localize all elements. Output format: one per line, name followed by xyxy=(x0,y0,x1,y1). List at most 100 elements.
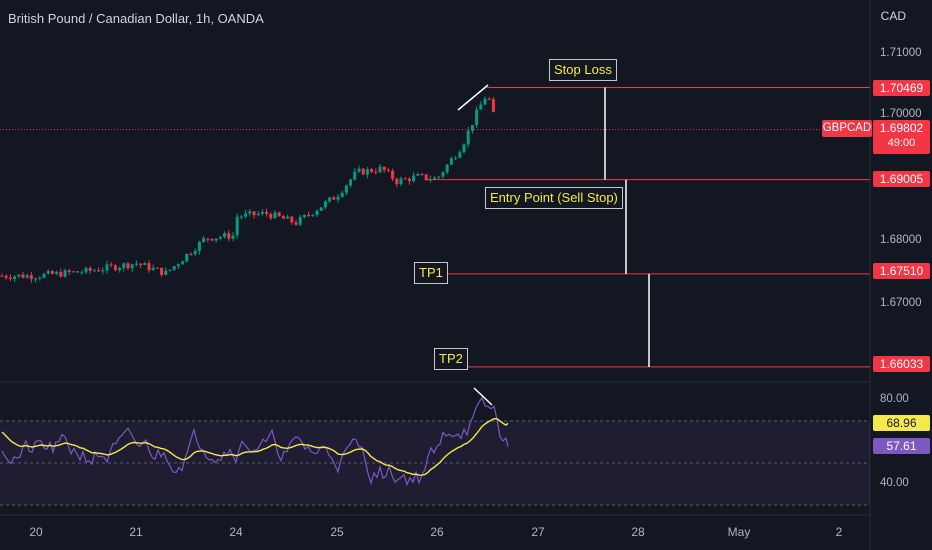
candle-body xyxy=(42,273,46,278)
candle-body xyxy=(164,270,168,275)
candle-body xyxy=(281,216,285,219)
candle-body xyxy=(218,237,222,239)
symbol-tag: GBPCAD xyxy=(822,120,872,137)
candle-body xyxy=(479,104,483,110)
candle-body xyxy=(256,213,260,216)
symbol-title: British Pound / Canadian Dollar, 1h, OAN… xyxy=(8,11,264,26)
candle-body xyxy=(445,164,449,173)
candle-body xyxy=(231,235,235,239)
current-price: 1.69802 xyxy=(879,121,924,135)
candle-body xyxy=(143,263,147,265)
candle-body xyxy=(382,166,386,171)
candle-body xyxy=(424,174,428,180)
rsi-ma-tag: 68.96 xyxy=(873,415,930,431)
candle-body xyxy=(193,251,197,255)
candle-body xyxy=(374,171,378,173)
x-tick-2: 2 xyxy=(835,525,843,539)
candle-body xyxy=(88,267,92,271)
x-tick-20: 20 xyxy=(29,525,43,539)
candle-body xyxy=(458,152,462,158)
candle-body xyxy=(353,171,357,180)
candle-body xyxy=(487,98,491,100)
candle-body xyxy=(483,98,487,105)
stop-loss-price-tag: 1.70469 xyxy=(873,80,930,96)
candle-body xyxy=(101,270,105,272)
candle-body xyxy=(21,274,25,278)
rsi-value-tag: 57.61 xyxy=(873,438,930,454)
candle-body xyxy=(433,177,437,180)
candle-body xyxy=(344,185,348,193)
candle-body xyxy=(25,275,29,278)
candle-body xyxy=(235,216,239,236)
candle-body xyxy=(403,178,407,180)
candle-body xyxy=(323,201,327,208)
candle-body xyxy=(185,253,189,262)
candle-body xyxy=(168,269,172,271)
rsi-tick-40: 40.00 xyxy=(880,477,909,489)
current-price-tag: 1.69802 49:00 xyxy=(873,120,930,154)
x-tick-27: 27 xyxy=(531,525,545,539)
candle-body xyxy=(357,168,361,172)
price-tick-1: 1.71000 xyxy=(880,47,922,59)
entry-point-label[interactable]: Entry Point (Sell Stop) xyxy=(485,187,623,209)
candle-body xyxy=(151,267,155,271)
candle-body xyxy=(13,276,17,279)
tp1-price-tag: 1.67510 xyxy=(873,263,930,279)
candle-body xyxy=(113,265,117,271)
candle-body xyxy=(80,272,84,274)
candle-body xyxy=(315,210,319,215)
candle-body xyxy=(328,197,332,202)
candle-body xyxy=(340,192,344,197)
candle-body xyxy=(391,170,395,179)
candle-body xyxy=(349,179,353,186)
candle-body xyxy=(55,271,59,274)
candle-body xyxy=(273,212,277,219)
tp2-label[interactable]: TP2 xyxy=(434,348,468,370)
candle-body xyxy=(437,176,441,178)
candle-body xyxy=(4,275,8,278)
candle-body xyxy=(290,216,294,223)
rsi-tick-80: 80.00 xyxy=(880,393,909,405)
candle-body xyxy=(189,253,193,255)
candle-body xyxy=(126,263,130,269)
candle-body xyxy=(97,270,101,272)
candle-body xyxy=(407,178,411,182)
candle-body xyxy=(302,214,306,218)
currency-label: CAD xyxy=(880,9,906,23)
candle-body xyxy=(441,172,445,177)
candle-body xyxy=(206,238,210,240)
candle-body xyxy=(181,261,185,265)
tp1-label[interactable]: TP1 xyxy=(414,262,448,284)
candle-body xyxy=(244,213,248,217)
x-tick-24: 24 xyxy=(229,525,243,539)
price-tick-4: 1.67000 xyxy=(880,297,922,309)
x-tick-21: 21 xyxy=(129,525,143,539)
candle-body xyxy=(139,263,143,265)
candle-body xyxy=(122,263,126,268)
candle-body xyxy=(386,170,390,172)
candle-body xyxy=(466,130,470,145)
candle-body xyxy=(365,169,369,175)
candle-body xyxy=(277,212,281,217)
stop-loss-label[interactable]: Stop Loss xyxy=(549,59,617,81)
candle-body xyxy=(252,211,256,216)
entry-price-tag: 1.69005 xyxy=(873,171,930,187)
candle-body xyxy=(160,267,164,275)
candle-body xyxy=(172,266,176,270)
trend-line-price xyxy=(457,84,489,111)
candle-body xyxy=(34,278,38,280)
candle-body xyxy=(202,238,206,242)
candle-body xyxy=(130,264,134,269)
candle-body xyxy=(454,157,458,159)
candle-body xyxy=(412,175,416,182)
candle-body xyxy=(395,178,399,185)
candle-body xyxy=(378,166,382,173)
candle-body xyxy=(197,241,201,252)
x-tick-26: 26 xyxy=(430,525,444,539)
candle-body xyxy=(416,174,420,176)
candle-body xyxy=(92,270,96,272)
candle-body xyxy=(260,211,264,214)
candle-body xyxy=(109,264,113,266)
trend-line-rsi xyxy=(473,387,493,406)
